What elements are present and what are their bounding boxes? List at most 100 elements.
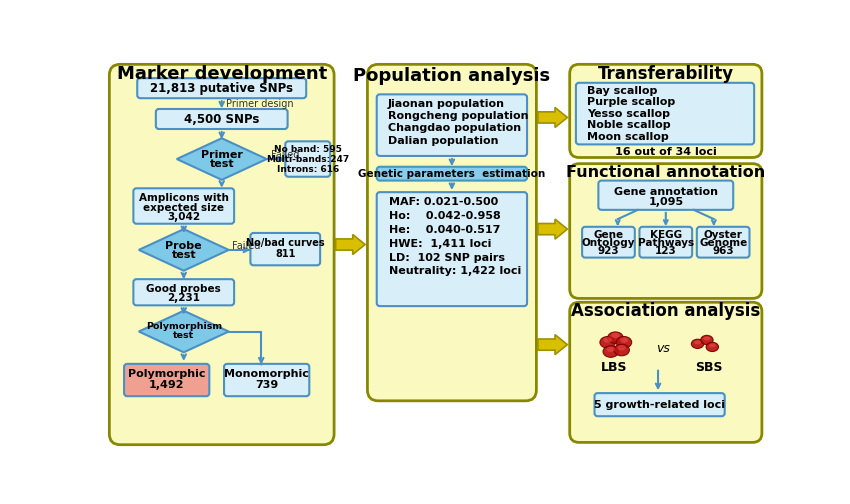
Ellipse shape — [700, 335, 713, 345]
Text: 739: 739 — [255, 381, 278, 391]
Text: 923: 923 — [598, 246, 620, 257]
Text: Changdao population: Changdao population — [388, 123, 521, 133]
Text: Failed: Failed — [232, 241, 260, 251]
FancyBboxPatch shape — [570, 65, 762, 158]
Polygon shape — [139, 229, 229, 271]
FancyBboxPatch shape — [570, 302, 762, 443]
FancyBboxPatch shape — [124, 364, 209, 396]
Ellipse shape — [604, 337, 612, 343]
Polygon shape — [538, 219, 568, 239]
Text: Moon scallop: Moon scallop — [586, 132, 668, 142]
Text: Probe: Probe — [166, 241, 202, 251]
Text: Gene annotation: Gene annotation — [614, 187, 717, 197]
FancyBboxPatch shape — [594, 393, 725, 416]
Text: HWE:  1,411 loci: HWE: 1,411 loci — [389, 239, 491, 249]
FancyBboxPatch shape — [697, 227, 750, 258]
Text: No/bad curves: No/bad curves — [246, 238, 325, 248]
Text: test: test — [173, 331, 195, 340]
Ellipse shape — [607, 347, 615, 352]
FancyBboxPatch shape — [377, 167, 527, 180]
Text: vs: vs — [655, 342, 670, 355]
Text: Failed: Failed — [271, 150, 300, 160]
Text: No band: 595: No band: 595 — [274, 145, 342, 154]
Text: Monomorphic: Monomorphic — [224, 369, 309, 379]
Text: LBS: LBS — [601, 361, 627, 374]
Text: Ontology: Ontology — [581, 238, 635, 248]
Text: 2,231: 2,231 — [167, 293, 201, 303]
Text: Amplicons with: Amplicons with — [139, 193, 229, 203]
Polygon shape — [538, 107, 568, 128]
FancyBboxPatch shape — [110, 65, 334, 445]
Text: 1,095: 1,095 — [649, 197, 683, 207]
FancyBboxPatch shape — [224, 364, 309, 396]
FancyBboxPatch shape — [576, 83, 754, 145]
Text: Neutrality: 1,422 loci: Neutrality: 1,422 loci — [389, 267, 521, 277]
Text: Population analysis: Population analysis — [354, 67, 551, 85]
FancyBboxPatch shape — [251, 233, 320, 265]
Text: Good probes: Good probes — [146, 284, 221, 294]
Text: Pathways: Pathways — [638, 238, 694, 248]
Text: Polymorphic: Polymorphic — [128, 369, 206, 379]
Ellipse shape — [620, 337, 628, 343]
Ellipse shape — [691, 339, 704, 348]
Text: 21,813 putative SNPs: 21,813 putative SNPs — [150, 82, 293, 95]
Text: 1,492: 1,492 — [149, 381, 184, 391]
Ellipse shape — [611, 333, 620, 338]
FancyBboxPatch shape — [286, 141, 330, 177]
Ellipse shape — [709, 343, 716, 347]
Text: test: test — [209, 159, 234, 169]
Polygon shape — [336, 234, 366, 255]
Ellipse shape — [616, 337, 632, 348]
Text: MAF: 0.021-0.500: MAF: 0.021-0.500 — [389, 197, 498, 207]
Text: 5 growth-related loci: 5 growth-related loci — [594, 400, 725, 410]
Text: SBS: SBS — [695, 361, 723, 374]
Text: He:    0.040-0.517: He: 0.040-0.517 — [389, 225, 501, 235]
Polygon shape — [538, 335, 568, 355]
Ellipse shape — [603, 346, 619, 357]
Text: Primer: Primer — [201, 150, 242, 160]
Text: Marker development: Marker development — [116, 65, 327, 83]
FancyBboxPatch shape — [377, 94, 527, 156]
Text: Primer design: Primer design — [226, 99, 294, 109]
Text: LD:  102 SNP pairs: LD: 102 SNP pairs — [389, 253, 505, 263]
Ellipse shape — [600, 337, 615, 348]
FancyBboxPatch shape — [598, 180, 734, 210]
Text: Ho:    0.042-0.958: Ho: 0.042-0.958 — [389, 211, 501, 221]
Text: 811: 811 — [275, 249, 296, 259]
Text: test: test — [172, 249, 196, 260]
Text: Multi-bands:247: Multi-bands:247 — [266, 155, 349, 164]
FancyBboxPatch shape — [582, 227, 635, 258]
FancyBboxPatch shape — [156, 109, 287, 129]
Text: KEGG: KEGG — [649, 229, 682, 239]
FancyBboxPatch shape — [133, 188, 234, 224]
Text: 3,042: 3,042 — [167, 212, 201, 222]
FancyBboxPatch shape — [137, 78, 306, 98]
Text: Association analysis: Association analysis — [571, 302, 761, 320]
Text: Bay scallop: Bay scallop — [586, 86, 657, 96]
Text: Yesso scallop: Yesso scallop — [586, 108, 670, 118]
Text: Genetic parameters  estimation: Genetic parameters estimation — [358, 169, 546, 179]
Polygon shape — [177, 138, 267, 180]
Ellipse shape — [608, 332, 623, 343]
Text: Introns: 616: Introns: 616 — [276, 165, 339, 174]
Ellipse shape — [614, 344, 629, 356]
Text: Oyster: Oyster — [704, 229, 743, 239]
Text: 16 out of 34 loci: 16 out of 34 loci — [615, 147, 717, 157]
Text: 123: 123 — [654, 246, 677, 257]
Text: Genome: Genome — [699, 238, 747, 248]
Text: Dalian population: Dalian population — [388, 136, 498, 146]
Ellipse shape — [694, 340, 701, 344]
Ellipse shape — [704, 337, 711, 340]
Ellipse shape — [706, 342, 718, 352]
Text: Transferability: Transferability — [598, 65, 734, 83]
Ellipse shape — [617, 345, 626, 350]
FancyBboxPatch shape — [639, 227, 692, 258]
FancyBboxPatch shape — [367, 65, 536, 401]
Text: expected size: expected size — [144, 203, 224, 213]
Text: 4,500 SNPs: 4,500 SNPs — [184, 112, 259, 125]
FancyBboxPatch shape — [377, 192, 527, 306]
FancyBboxPatch shape — [133, 279, 234, 305]
Text: Polymorphism: Polymorphism — [145, 323, 222, 332]
Text: Noble scallop: Noble scallop — [586, 120, 671, 130]
FancyBboxPatch shape — [570, 164, 762, 298]
